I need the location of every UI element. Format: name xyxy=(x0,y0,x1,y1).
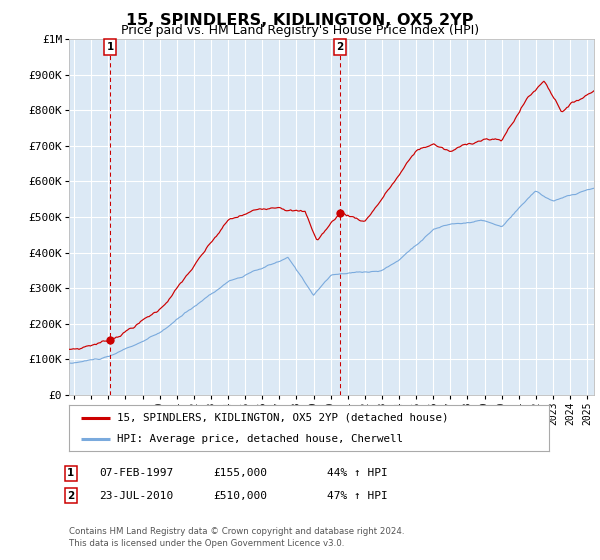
Text: 15, SPINDLERS, KIDLINGTON, OX5 2YP: 15, SPINDLERS, KIDLINGTON, OX5 2YP xyxy=(127,13,473,27)
Text: 47% ↑ HPI: 47% ↑ HPI xyxy=(327,491,388,501)
Text: 23-JUL-2010: 23-JUL-2010 xyxy=(99,491,173,501)
Text: 2: 2 xyxy=(337,42,344,52)
Text: 1: 1 xyxy=(67,468,74,478)
Text: £155,000: £155,000 xyxy=(213,468,267,478)
Text: £510,000: £510,000 xyxy=(213,491,267,501)
Text: Contains HM Land Registry data © Crown copyright and database right 2024.
This d: Contains HM Land Registry data © Crown c… xyxy=(69,527,404,548)
Text: 2: 2 xyxy=(67,491,74,501)
Text: HPI: Average price, detached house, Cherwell: HPI: Average price, detached house, Cher… xyxy=(117,434,403,444)
Text: 44% ↑ HPI: 44% ↑ HPI xyxy=(327,468,388,478)
Text: 07-FEB-1997: 07-FEB-1997 xyxy=(99,468,173,478)
Text: 1: 1 xyxy=(106,42,113,52)
Text: 15, SPINDLERS, KIDLINGTON, OX5 2YP (detached house): 15, SPINDLERS, KIDLINGTON, OX5 2YP (deta… xyxy=(117,413,449,423)
Text: Price paid vs. HM Land Registry's House Price Index (HPI): Price paid vs. HM Land Registry's House … xyxy=(121,24,479,38)
